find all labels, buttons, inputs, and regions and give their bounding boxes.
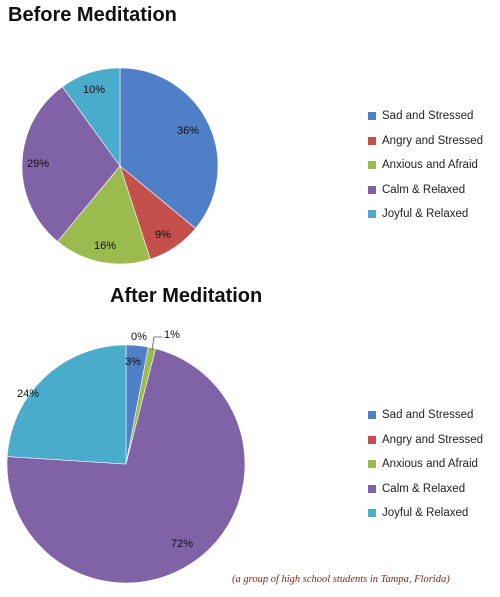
legend-item: Anxious and Afraid (368, 452, 483, 477)
legend-item: Anxious and Afraid (368, 153, 483, 178)
after-slice-label: 72% (171, 538, 193, 550)
legend-label: Calm & Relaxed (382, 183, 466, 196)
legend-item: Sad and Stressed (368, 403, 483, 428)
before-chart-legend: Sad and Stressed Angry and Stressed Anxiou… (368, 104, 483, 227)
before-slice-label: 9% (155, 229, 171, 241)
legend-item: Joyful & Relaxed (368, 501, 483, 526)
legend-item: Sad and Stressed (368, 104, 483, 129)
legend-swatch (368, 185, 376, 194)
legend-item: Calm & Relaxed (368, 178, 483, 203)
after-slice-label: 1% (164, 329, 180, 341)
legend-swatch (368, 112, 376, 121)
after-1pct-leader-line (151, 336, 162, 351)
after-slice-joyful-relaxed (6, 344, 127, 465)
legend-item: Angry and Stressed (368, 428, 483, 453)
legend-swatch (368, 411, 376, 420)
after-slice-calm-relaxed (6, 348, 246, 584)
before-slice-anxious-and-afraid (57, 165, 151, 265)
legend-label: Sad and Stressed (382, 110, 474, 123)
legend-label: Anxious and Afraid (382, 159, 478, 172)
before-slice-calm-relaxed (21, 86, 121, 242)
legend-item: Calm & Relaxed (368, 477, 483, 502)
after-chart-title: After Meditation (110, 285, 263, 307)
legend-label: Angry and Stressed (382, 134, 484, 147)
legend-swatch (368, 460, 376, 469)
legend-swatch (368, 509, 376, 518)
legend-label: Angry and Stressed (382, 433, 484, 446)
legend-label: Anxious and Afraid (382, 458, 478, 471)
before-slice-label: 16% (94, 240, 116, 252)
legend-item: Joyful & Relaxed (368, 202, 483, 227)
legend-item: Angry and Stressed (368, 129, 483, 154)
legend-swatch (368, 161, 376, 170)
legend-swatch (368, 435, 376, 444)
before-slice-label: 36% (177, 125, 199, 137)
before-slice-label: 29% (27, 158, 49, 170)
legend-swatch (368, 210, 376, 219)
after-slice-label: 3% (125, 356, 141, 368)
legend-swatch (368, 484, 376, 493)
before-slice-sad-and-stressed (119, 67, 219, 229)
legend-label: Joyful & Relaxed (382, 208, 469, 221)
footnote: (a group of high school students in Tamp… (232, 574, 450, 585)
legend-label: Calm & Relaxed (382, 482, 466, 495)
legend-label: Sad and Stressed (382, 409, 474, 422)
before-chart-title: Before Meditation (8, 4, 177, 26)
legend-label: Joyful & Relaxed (382, 507, 469, 520)
legend-swatch (368, 136, 376, 145)
after-slice-label: 0% (131, 331, 147, 343)
after-chart-legend: Sad and Stressed Angry and Stressed Anxiou… (368, 403, 483, 526)
before-slice-label: 10% (83, 84, 105, 96)
before-slice-joyful-relaxed (61, 67, 121, 167)
after-slice-label: 24% (17, 388, 39, 400)
